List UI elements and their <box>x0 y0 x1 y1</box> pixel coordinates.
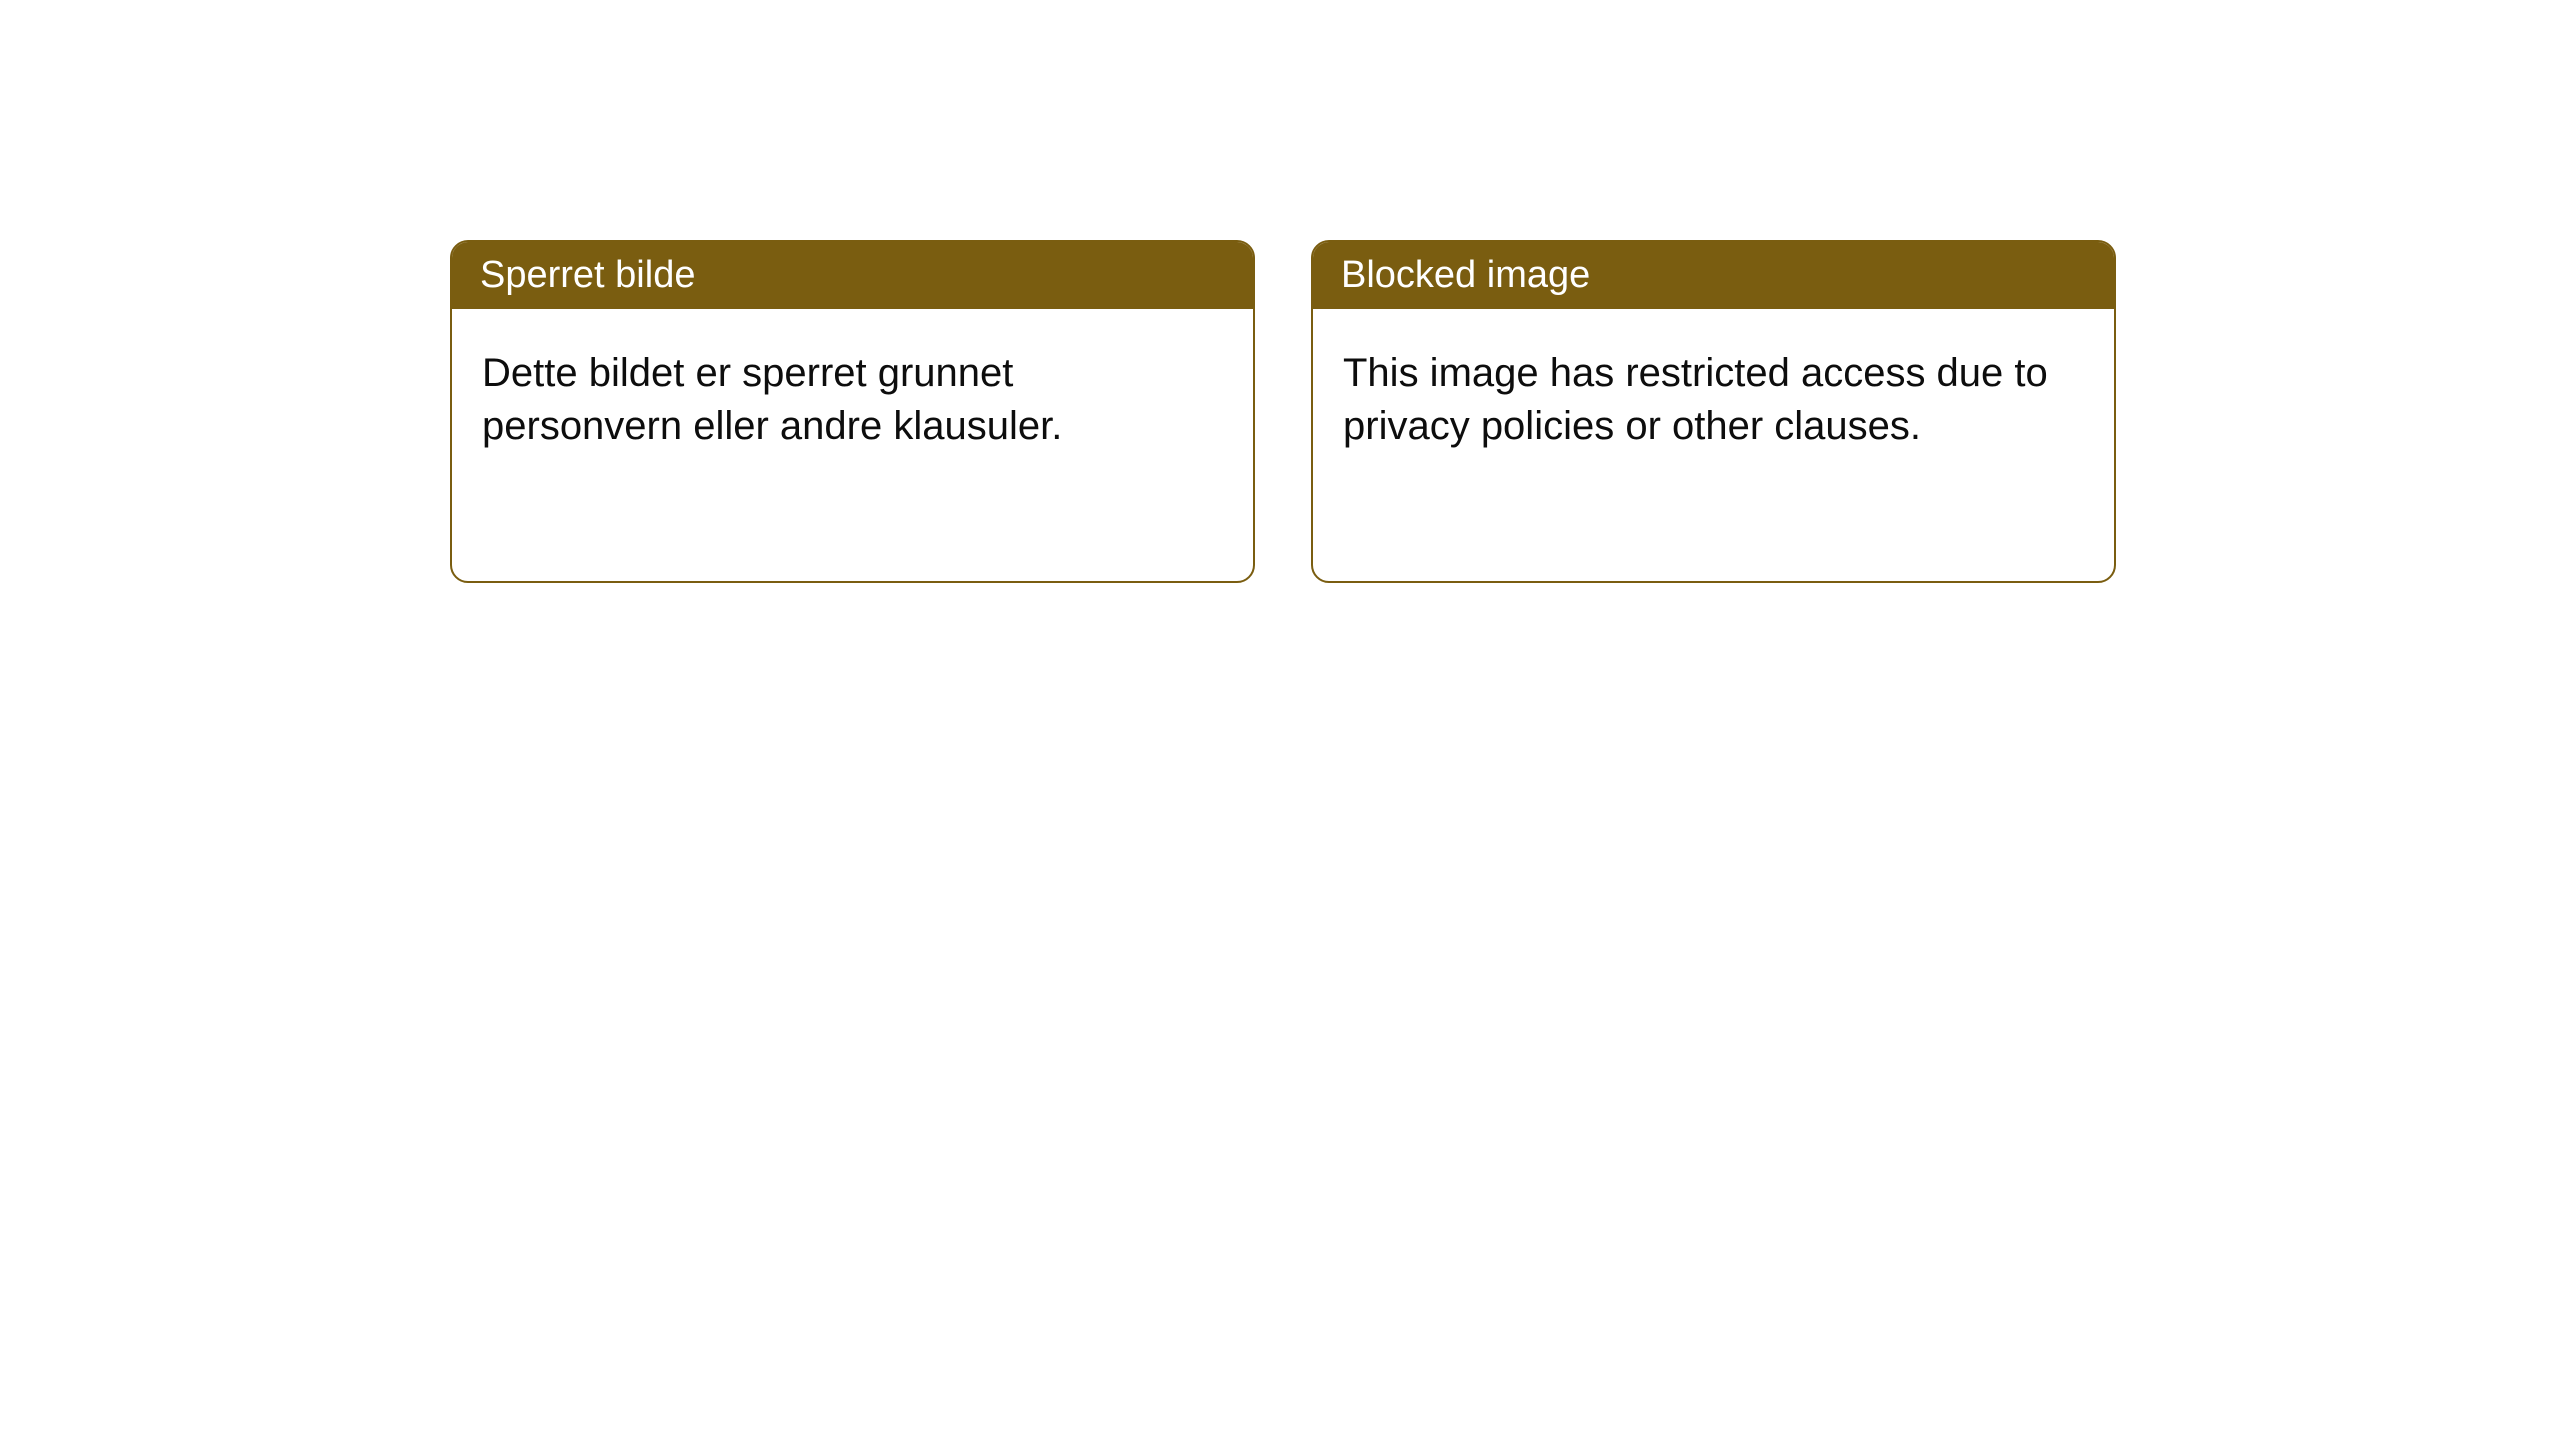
card-header: Blocked image <box>1313 242 2114 309</box>
card-title: Blocked image <box>1341 254 1590 296</box>
card-header: Sperret bilde <box>452 242 1253 309</box>
blocked-image-card-no: Sperret bilde Dette bildet er sperret gr… <box>450 240 1255 583</box>
card-body-text: This image has restricted access due to … <box>1343 351 2048 448</box>
card-body-text: Dette bildet er sperret grunnet personve… <box>482 351 1062 448</box>
card-body: This image has restricted access due to … <box>1313 309 2114 581</box>
card-body: Dette bildet er sperret grunnet personve… <box>452 309 1253 581</box>
notice-container: Sperret bilde Dette bildet er sperret gr… <box>450 240 2116 583</box>
card-title: Sperret bilde <box>480 254 695 296</box>
blocked-image-card-en: Blocked image This image has restricted … <box>1311 240 2116 583</box>
